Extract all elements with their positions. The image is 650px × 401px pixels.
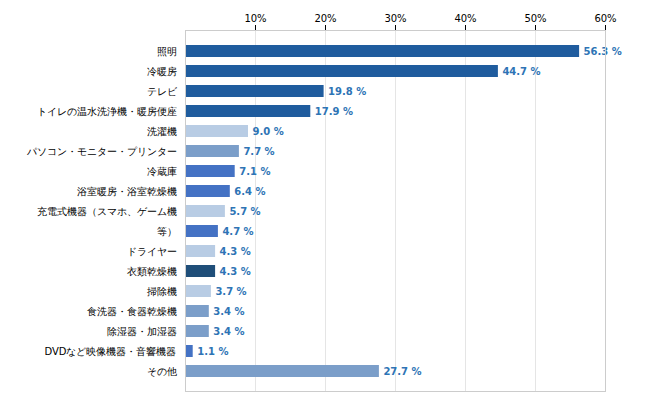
svg-text:4.3 %: 4.3 % [220, 266, 251, 277]
svg-text:10%: 10% [244, 13, 266, 24]
svg-text:3.4 %: 3.4 % [213, 326, 244, 337]
svg-text:20%: 20% [314, 13, 336, 24]
svg-text:等）: 等） [157, 226, 177, 237]
svg-text:27.7 %: 27.7 % [383, 366, 421, 377]
svg-text:9.0 %: 9.0 % [253, 126, 284, 137]
svg-text:浴室暖房・浴室乾燥機: 浴室暖房・浴室乾燥機 [77, 186, 177, 197]
svg-text:56.3 %: 56.3 % [584, 46, 622, 57]
svg-text:ドライヤー: ドライヤー [127, 246, 177, 257]
svg-text:3.4 %: 3.4 % [213, 306, 244, 317]
svg-text:7.7 %: 7.7 % [243, 146, 274, 157]
svg-text:除湿器・加湿器: 除湿器・加湿器 [107, 326, 177, 337]
svg-text:19.8 %: 19.8 % [328, 86, 366, 97]
svg-text:食洗器・食器乾燥機: 食洗器・食器乾燥機 [87, 306, 177, 317]
svg-text:5.7 %: 5.7 % [229, 206, 260, 217]
svg-text:DVDなど映像機器・音響機器: DVDなど映像機器・音響機器 [44, 346, 176, 357]
svg-text:照明: 照明 [157, 46, 177, 57]
svg-text:6.4 %: 6.4 % [234, 186, 265, 197]
svg-text:トイレの温水洗浄機・暖房便座: トイレの温水洗浄機・暖房便座 [37, 106, 177, 117]
svg-text:30%: 30% [384, 13, 406, 24]
svg-text:冷蔵庫: 冷蔵庫 [147, 166, 177, 177]
svg-text:洗濯機: 洗濯機 [147, 126, 177, 137]
svg-text:衣類乾燥機: 衣類乾燥機 [127, 266, 177, 277]
svg-text:4.7 %: 4.7 % [222, 226, 253, 237]
svg-text:50%: 50% [524, 13, 546, 24]
svg-text:7.1 %: 7.1 % [239, 166, 270, 177]
svg-text:40%: 40% [454, 13, 476, 24]
svg-text:4.3 %: 4.3 % [220, 246, 251, 257]
svg-text:テレビ: テレビ [147, 86, 178, 97]
svg-text:冷暖房: 冷暖房 [147, 66, 177, 77]
svg-text:44.7 %: 44.7 % [502, 66, 540, 77]
svg-text:17.9 %: 17.9 % [315, 106, 353, 117]
svg-text:3.7 %: 3.7 % [215, 286, 246, 297]
svg-text:パソコン・モニター・プリンター: パソコン・モニター・プリンター [26, 146, 177, 157]
svg-text:その他: その他 [147, 366, 177, 377]
svg-text:掃除機: 掃除機 [147, 286, 177, 297]
svg-text:1.1 %: 1.1 % [197, 346, 228, 357]
svg-text:60%: 60% [594, 13, 616, 24]
svg-text:充電式機器（スマホ、ゲーム機: 充電式機器（スマホ、ゲーム機 [37, 206, 177, 217]
